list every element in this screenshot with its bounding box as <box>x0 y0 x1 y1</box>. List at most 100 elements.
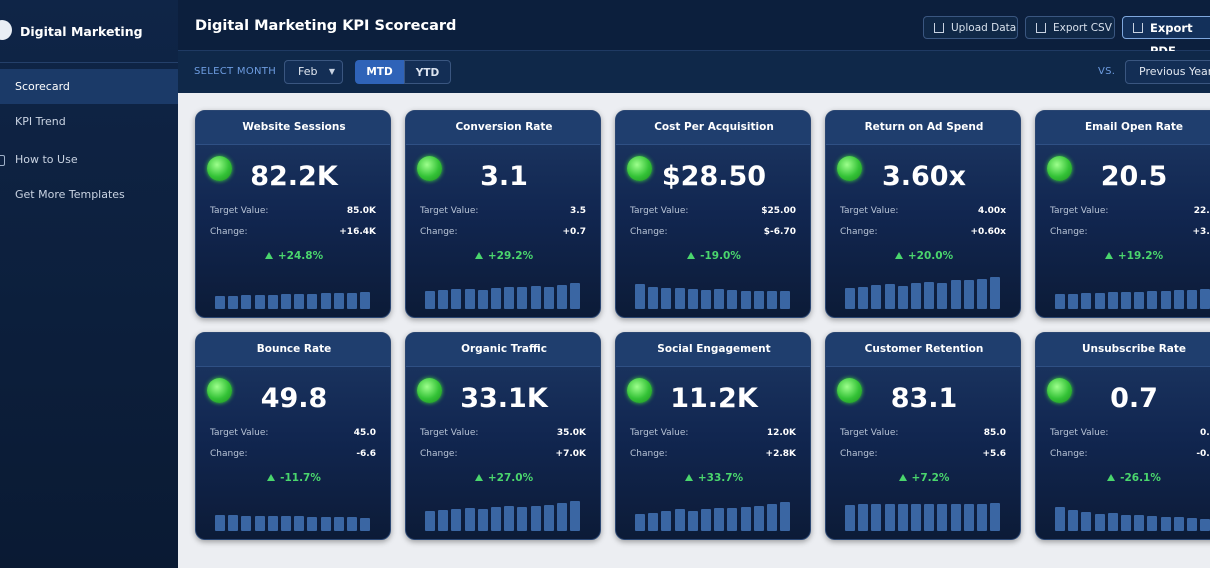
spark-bar <box>740 507 751 531</box>
change-percent: +20.0% <box>826 250 1020 262</box>
kpi-card: Website Sessions 82.2K Target Value: 85.0K C… <box>195 110 391 318</box>
target-label: Target Value: <box>210 428 269 438</box>
status-indicator <box>627 156 652 181</box>
change-value: $-6.70 <box>763 227 796 237</box>
kpi-value: 0.7 <box>1110 383 1158 414</box>
spark-bar <box>780 502 791 531</box>
spark-bar <box>727 290 738 309</box>
up-arrow <box>474 252 483 259</box>
nav-item[interactable]: How to Use <box>0 142 178 177</box>
spark-bar <box>530 506 541 531</box>
spark-bar <box>1081 512 1092 531</box>
spark-bar <box>477 509 488 531</box>
spark-bar <box>1187 290 1197 309</box>
spark-bar <box>241 516 252 531</box>
export-csv-button[interactable]: Export CSV <box>1025 16 1115 39</box>
kpi-value: 82.2K <box>250 161 338 192</box>
change-label: Change: <box>210 227 248 237</box>
kpi-value: $28.50 <box>661 161 767 192</box>
target-value: $25.00 <box>761 206 796 216</box>
spark-bar <box>687 511 698 531</box>
up-arrow <box>687 252 696 259</box>
change-percent: -19.0% <box>616 250 810 262</box>
nav-label: How to Use <box>15 153 78 166</box>
spark-bar <box>897 504 908 531</box>
change-value: +2.8K <box>765 449 796 459</box>
spark-bar <box>1055 507 1065 531</box>
compare-select[interactable]: Previous Year <box>1125 60 1210 84</box>
nav-label: Scorecard <box>15 80 70 93</box>
target-value: 0.5 <box>1200 428 1210 438</box>
percent-text: +29.2% <box>487 250 534 262</box>
kpi-card: Conversion Rate 3.1 Target Value: 3.5 Change… <box>405 110 601 318</box>
upload-button[interactable]: Upload Data <box>923 16 1018 39</box>
up-arrow <box>898 474 907 481</box>
kpi-value: 3.1 <box>480 161 528 192</box>
spark-bar <box>687 289 698 309</box>
change-label: Change: <box>1050 449 1088 459</box>
spark-bar <box>1121 515 1131 531</box>
kpi-value: 3.60x <box>881 161 967 192</box>
change-percent: +19.2% <box>1036 250 1210 262</box>
spark-bar <box>1160 517 1171 531</box>
target-value: 3.5 <box>570 206 586 216</box>
nav-item[interactable]: Scorecard <box>0 69 178 104</box>
mode-toggle[interactable]: YTD <box>404 60 451 84</box>
kpi-value: 83.1 <box>890 383 958 414</box>
change-value: +0.7 <box>562 227 586 237</box>
nav-item[interactable]: Get More Templates <box>0 177 178 212</box>
spark-bar <box>1134 292 1145 309</box>
spark-bar <box>504 506 515 531</box>
mode-toggle[interactable]: MTD <box>355 60 404 84</box>
status-indicator <box>1047 156 1072 181</box>
target-label: Target Value: <box>630 206 689 216</box>
spark-bar <box>1094 293 1105 309</box>
status-indicator <box>417 156 442 181</box>
spark-bar <box>491 288 501 309</box>
target-label: Target Value: <box>210 206 269 216</box>
month-select[interactable]: Feb ▼ <box>284 60 343 84</box>
up-arrow <box>684 474 693 481</box>
spark-bar <box>464 508 475 531</box>
target-label: Target Value: <box>840 206 899 216</box>
card-title: Organic Traffic <box>406 333 600 367</box>
spark-bar <box>543 505 554 531</box>
spark-bar <box>897 286 908 309</box>
status-indicator <box>207 156 232 181</box>
change-value: +5.6 <box>982 449 1006 459</box>
spark-bar <box>451 289 462 309</box>
spark-bar <box>517 507 528 531</box>
change-label: Change: <box>840 449 878 459</box>
spark-bar <box>1147 291 1158 309</box>
spark-bar <box>347 293 357 309</box>
spark-bar <box>557 285 567 309</box>
target-label: Target Value: <box>1050 428 1109 438</box>
spark-bar <box>701 509 711 531</box>
percent-text: +27.0% <box>487 472 534 484</box>
status-indicator <box>1047 378 1072 403</box>
spark-bar <box>267 295 278 309</box>
target-label: Target Value: <box>420 428 479 438</box>
change-label: Change: <box>1050 227 1088 237</box>
spark-bar <box>215 515 225 531</box>
up-arrow <box>1107 474 1116 481</box>
percent-text: +7.2% <box>911 472 950 484</box>
percent-text: +19.2% <box>1117 250 1164 262</box>
header: Digital Marketing KPI Scorecard Upload D… <box>178 0 1210 58</box>
card-title: Unsubscribe Rate <box>1036 333 1210 367</box>
nav-item[interactable]: KPI Trend <box>0 104 178 139</box>
spark-bar <box>1147 516 1158 531</box>
change-percent: +29.2% <box>406 250 600 262</box>
card-title: Customer Retention <box>826 333 1020 367</box>
spark-bar <box>871 504 882 531</box>
spark-bar <box>1081 293 1092 309</box>
card-title: Social Engagement <box>616 333 810 367</box>
up-arrow <box>1104 252 1113 259</box>
spark-bar <box>753 291 764 309</box>
change-label: Change: <box>420 227 458 237</box>
up-arrow <box>894 252 903 259</box>
spark-bar <box>635 284 645 309</box>
spark-bar <box>281 294 291 309</box>
spark-bar <box>1200 519 1210 531</box>
spark-bar <box>228 296 239 309</box>
